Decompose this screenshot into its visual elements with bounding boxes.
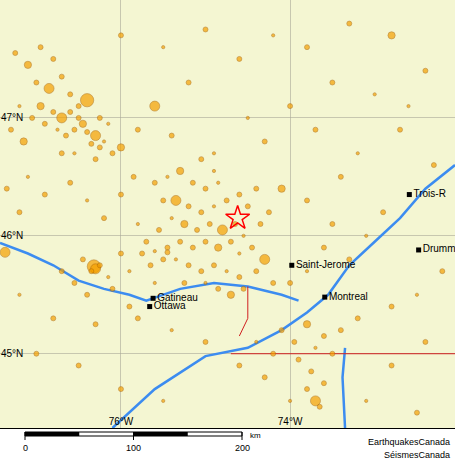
svg-text:76°W: 76°W (109, 416, 134, 427)
svg-text:Gatineau: Gatineau (157, 292, 198, 303)
svg-text:200: 200 (235, 443, 250, 453)
svg-text:0: 0 (23, 443, 28, 453)
svg-text:SéismesCanada: SéismesCanada (384, 450, 450, 460)
svg-text:Saint-Jerome: Saint-Jerome (296, 259, 356, 270)
svg-text:45°N: 45°N (1, 348, 23, 359)
svg-text:100: 100 (126, 443, 141, 453)
svg-text:Trois-R: Trois-R (413, 188, 445, 199)
svg-text:74°W: 74°W (278, 416, 303, 427)
svg-text:Ottawa: Ottawa (154, 300, 186, 311)
svg-text:47°N: 47°N (1, 112, 23, 123)
svg-text:km: km (250, 431, 261, 440)
svg-text:Montreal: Montreal (329, 291, 368, 302)
svg-text:46°N: 46°N (1, 230, 23, 241)
svg-text:EarthquakesCanada: EarthquakesCanada (368, 437, 450, 447)
svg-text:Drumm: Drumm (423, 243, 455, 254)
